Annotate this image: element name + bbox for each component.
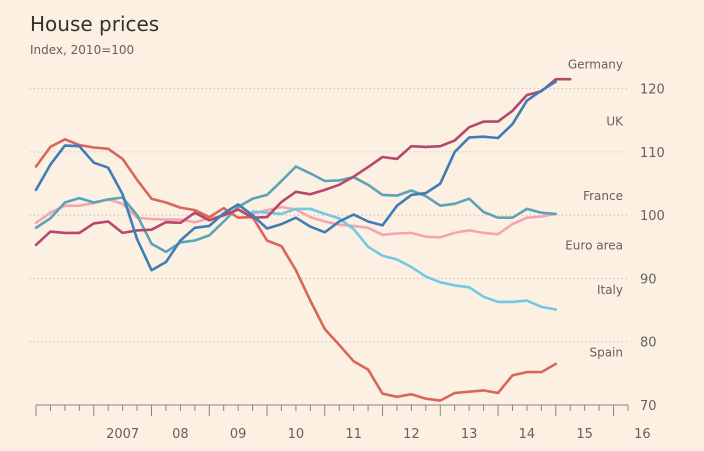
series-label-germany: Germany bbox=[568, 58, 623, 72]
series-label-spain: Spain bbox=[589, 345, 623, 359]
chart-title: House prices bbox=[30, 12, 160, 36]
y-tick-label: 100 bbox=[640, 209, 665, 224]
x-tick-label: 09 bbox=[230, 427, 247, 442]
x-tick-label: 14 bbox=[519, 427, 536, 442]
series-lines bbox=[34, 77, 572, 402]
x-axis: 2007 08 09 10 11 12 13 14 15 16 bbox=[35, 405, 651, 442]
x-tick-label: 15 bbox=[576, 427, 593, 442]
x-tick-label: 2007 bbox=[106, 427, 139, 442]
series-line-italy bbox=[251, 207, 558, 311]
x-tick-label: 12 bbox=[403, 427, 420, 442]
series-line-germany bbox=[34, 77, 572, 247]
y-tick-label: 70 bbox=[640, 399, 657, 414]
series-label-uk: UK bbox=[606, 115, 624, 129]
series-label-euro-area: Euro area bbox=[565, 239, 623, 253]
x-tick-label: 11 bbox=[345, 427, 362, 442]
series-line-uk bbox=[34, 80, 558, 272]
x-tick-label: 13 bbox=[461, 427, 478, 442]
x-tick-label: 16 bbox=[634, 427, 651, 442]
series-line-spain bbox=[34, 138, 558, 402]
y-tick-label: 110 bbox=[640, 146, 665, 161]
y-tick-label: 120 bbox=[640, 83, 665, 98]
y-tick-label: 80 bbox=[640, 336, 657, 351]
series-label-italy: Italy bbox=[597, 283, 623, 297]
x-tick-label: 08 bbox=[172, 427, 189, 442]
y-tick-label: 90 bbox=[640, 272, 657, 287]
chart-subtitle: Index, 2010=100 bbox=[30, 43, 135, 57]
series-label-france: France bbox=[583, 189, 623, 203]
x-tick-label: 10 bbox=[288, 427, 305, 442]
grid-lines: 70 80 90 100 110 120 bbox=[30, 83, 665, 414]
series-labels: Germany UK France Euro area Italy Spain bbox=[565, 58, 624, 360]
